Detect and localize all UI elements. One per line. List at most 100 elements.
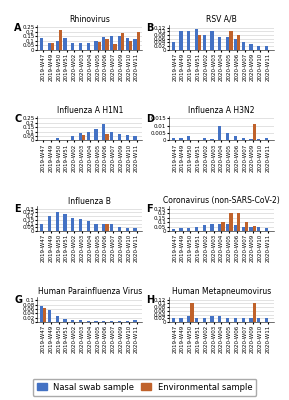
Bar xyxy=(125,135,129,140)
Bar xyxy=(79,320,82,322)
Bar xyxy=(210,316,214,322)
Text: H: H xyxy=(146,295,154,305)
Bar xyxy=(87,44,90,50)
Bar xyxy=(118,321,121,322)
Bar xyxy=(249,44,253,50)
Bar xyxy=(203,138,206,140)
Bar xyxy=(71,218,74,231)
Bar xyxy=(253,304,256,322)
Bar xyxy=(229,31,233,50)
Bar xyxy=(63,319,66,322)
Bar xyxy=(179,228,183,231)
Bar xyxy=(218,316,221,322)
Bar xyxy=(40,306,43,322)
Bar xyxy=(55,212,59,231)
Bar xyxy=(253,124,256,140)
Text: C: C xyxy=(14,114,22,124)
Bar xyxy=(265,318,268,322)
Bar xyxy=(79,133,82,140)
Bar xyxy=(110,132,113,140)
Title: Human Metapneumovirus: Human Metapneumovirus xyxy=(172,287,271,296)
Bar xyxy=(59,30,62,50)
Bar xyxy=(55,138,59,140)
Bar xyxy=(63,38,66,50)
Bar xyxy=(179,138,183,140)
Bar xyxy=(210,31,214,50)
Bar xyxy=(234,318,237,322)
Bar xyxy=(187,228,190,231)
Bar xyxy=(242,318,245,322)
Bar xyxy=(79,44,82,50)
Bar xyxy=(63,214,66,231)
Bar xyxy=(87,221,90,231)
Legend: Nasal swab sample, Environmental sample: Nasal swab sample, Environmental sample xyxy=(33,378,256,396)
Bar xyxy=(203,318,206,322)
Bar xyxy=(133,320,137,322)
Bar xyxy=(179,318,183,322)
Bar xyxy=(133,136,137,140)
Bar xyxy=(245,222,248,231)
Bar xyxy=(40,224,43,231)
Bar xyxy=(172,228,175,231)
Bar xyxy=(118,228,121,231)
Bar xyxy=(125,321,129,322)
Bar xyxy=(257,139,260,140)
Bar xyxy=(48,310,51,322)
Bar xyxy=(71,42,74,50)
Bar xyxy=(102,321,105,322)
Title: Influenza A H3N2: Influenza A H3N2 xyxy=(188,106,255,115)
Bar xyxy=(87,321,90,322)
Bar xyxy=(249,139,253,140)
Bar xyxy=(187,316,190,322)
Bar xyxy=(172,42,175,50)
Bar xyxy=(133,39,137,50)
Bar xyxy=(195,227,198,231)
Title: RSV A/B: RSV A/B xyxy=(206,15,237,24)
Bar xyxy=(95,224,98,231)
Bar xyxy=(242,227,245,231)
Text: F: F xyxy=(146,204,153,214)
Bar xyxy=(257,318,260,322)
Bar xyxy=(118,134,121,140)
Bar xyxy=(265,138,268,140)
Bar xyxy=(71,136,74,140)
Bar xyxy=(102,224,105,231)
Bar xyxy=(226,133,229,140)
Bar xyxy=(226,318,229,322)
Bar xyxy=(43,308,47,322)
Title: Influenza A H1N1: Influenza A H1N1 xyxy=(57,106,123,115)
Bar xyxy=(234,225,237,231)
Bar xyxy=(265,228,268,231)
Bar xyxy=(48,216,51,231)
Bar xyxy=(133,228,137,231)
Bar xyxy=(172,138,175,140)
Bar xyxy=(110,224,113,231)
Title: Influenza B: Influenza B xyxy=(68,196,111,206)
Bar xyxy=(71,320,74,322)
Bar xyxy=(82,135,85,140)
Bar xyxy=(249,227,253,231)
Bar xyxy=(198,35,201,50)
Bar xyxy=(95,41,98,50)
Bar xyxy=(218,126,221,140)
Bar xyxy=(95,321,98,322)
Bar xyxy=(102,37,105,50)
Bar xyxy=(237,214,240,231)
Bar xyxy=(129,41,132,50)
Bar xyxy=(98,42,101,50)
Bar xyxy=(125,228,129,231)
Bar xyxy=(110,36,113,50)
Bar xyxy=(48,42,51,50)
Title: Human Parainfluenza Virus: Human Parainfluenza Virus xyxy=(38,287,142,296)
Bar xyxy=(172,318,175,322)
Bar xyxy=(210,224,214,231)
Bar xyxy=(234,136,237,140)
Text: E: E xyxy=(14,204,21,214)
Text: A: A xyxy=(14,23,22,33)
Bar xyxy=(203,35,206,50)
Text: G: G xyxy=(14,295,22,305)
Bar xyxy=(242,42,245,50)
Text: B: B xyxy=(146,23,153,33)
Bar xyxy=(51,44,54,50)
Bar xyxy=(87,132,90,140)
